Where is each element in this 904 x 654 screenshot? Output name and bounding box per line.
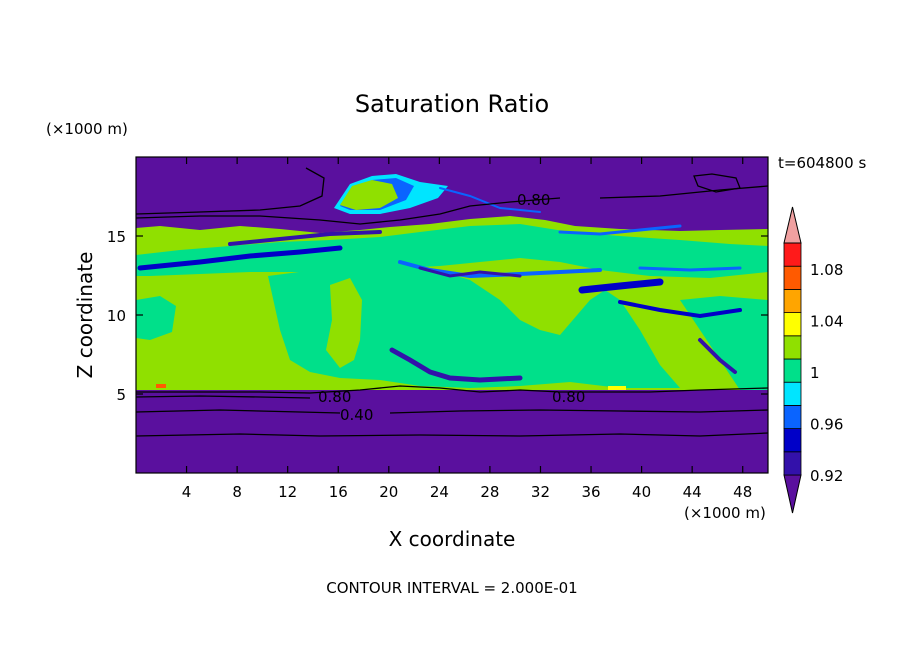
time-label: t=604800 s <box>778 154 866 172</box>
colorbar-segment <box>783 265 802 290</box>
colorbar-segment <box>783 335 802 360</box>
colorbar-tick-label: 0.96 <box>810 415 843 433</box>
field-region-teal-right <box>680 296 768 390</box>
y-axis-title: Z coordinate <box>73 252 97 379</box>
contour-interval-footer: CONTOUR INTERVAL = 2.000E-01 <box>326 579 577 597</box>
x-tick-label: 40 <box>632 483 651 501</box>
colorbar: 0.92 0.96 1 1.04 1.08 <box>783 206 843 514</box>
colorbar-segment <box>783 312 802 337</box>
warm-spot <box>608 386 626 390</box>
x-tick-label: 12 <box>278 483 297 501</box>
field-region-teal-left <box>136 296 176 340</box>
colorbar-tick-label: 1 <box>810 364 820 382</box>
contour-label: 0.40 <box>340 406 373 424</box>
x-tick-label: 4 <box>182 483 192 501</box>
chart-title: Saturation Ratio <box>355 90 549 118</box>
colorbar-segment <box>783 358 802 383</box>
field-region-cloud-green <box>340 180 398 210</box>
colorbar-tick-label: 1.04 <box>810 312 843 330</box>
colorbar-segment <box>783 381 802 406</box>
colorbar-segment <box>783 451 802 476</box>
x-tick-label: 32 <box>531 483 550 501</box>
x-tick-label: 36 <box>581 483 600 501</box>
x-tick-label: 28 <box>480 483 499 501</box>
plot-area: 0.80 0.80 0.40 0.80 <box>136 157 768 473</box>
x-axis-unit: (×1000 m) <box>684 504 766 522</box>
colorbar-segment <box>783 242 802 267</box>
x-tick-label: 24 <box>430 483 449 501</box>
field-region-teal-mid <box>268 266 680 388</box>
field-region-teal-top <box>136 224 768 278</box>
colorbar-tick-label: 0.92 <box>810 467 843 485</box>
y-tick-label: 10 <box>107 307 126 325</box>
x-tick-label: 44 <box>683 483 702 501</box>
contour-lines <box>136 167 768 437</box>
colorbar-segment <box>783 404 802 429</box>
x-tick-label: 8 <box>232 483 242 501</box>
x-axis-title: X coordinate <box>389 527 516 551</box>
x-tick-label: 48 <box>733 483 752 501</box>
y-axis-unit: (×1000 m) <box>46 120 128 138</box>
colorbar-segment <box>783 428 802 453</box>
y-tick-label: 15 <box>107 228 126 246</box>
warm-spot <box>156 384 166 388</box>
contour-label: 0.80 <box>552 388 585 406</box>
y-tick-label: 5 <box>116 386 126 404</box>
contour-labels: 0.80 0.80 0.40 0.80 <box>318 191 585 424</box>
field-region-green-island <box>326 278 362 368</box>
x-tick-label: 16 <box>329 483 348 501</box>
x-tick-label: 20 <box>379 483 398 501</box>
x-axis-ticks: 4 8 12 16 20 24 28 32 36 40 44 48 <box>182 157 752 501</box>
contour-label: 0.80 <box>517 191 550 209</box>
colorbar-extend-low <box>783 474 802 514</box>
y-axis-ticks: 5 10 15 <box>107 228 768 404</box>
colorbar-extend-high <box>783 206 802 244</box>
colorbar-tick-label: 1.08 <box>810 261 843 279</box>
contour-label: 0.80 <box>318 388 351 406</box>
field-streaks <box>137 187 742 383</box>
colorbar-segment <box>783 288 802 313</box>
